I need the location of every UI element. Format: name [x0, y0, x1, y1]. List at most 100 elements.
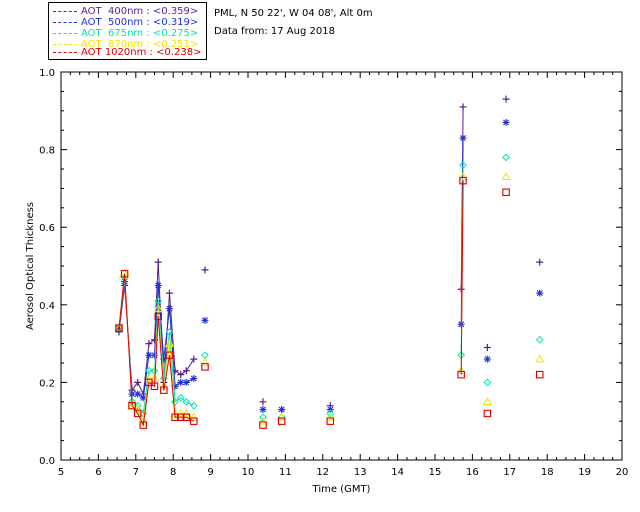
y-tick-label: 0.6 — [39, 223, 55, 234]
legend-item-1020: AOT 1020nm : <0.238> — [53, 47, 201, 58]
data-point-diamond — [483, 378, 492, 387]
data-point-square — [171, 413, 179, 422]
legend-swatch — [53, 10, 77, 12]
x-tick-label: 5 — [58, 467, 64, 478]
data-point-plus — [190, 355, 198, 363]
legend-swatch — [53, 32, 77, 34]
data-point-star — [278, 406, 286, 414]
series-line-late-4 — [460, 180, 464, 375]
data-point-square — [160, 386, 168, 394]
data-point-plus — [259, 398, 267, 406]
legend-item-675: AOT 675nm : <0.275> — [53, 28, 198, 39]
data-point-triangle — [176, 408, 186, 417]
data-point-star — [459, 134, 467, 142]
data-point-triangle — [181, 408, 191, 417]
legend: AOT 400nm : <0.359> AOT 500nm : <0.319> … — [48, 2, 207, 60]
data-point-star — [502, 118, 510, 126]
data-point-diamond — [502, 153, 510, 162]
x-axis-label: Time (GMT) — [312, 484, 371, 495]
data-point-star — [171, 382, 179, 390]
x-tick-label: 9 — [207, 467, 213, 478]
data-point-triangle — [200, 358, 210, 367]
x-tick-label: 14 — [391, 467, 404, 478]
legend-item-500: AOT 500nm : <0.319> — [53, 17, 198, 28]
data-point-star — [145, 351, 153, 359]
data-point-square — [201, 363, 209, 371]
legend-label: AOT 870nm : <0.251> — [81, 39, 199, 50]
data-point-star — [182, 378, 190, 386]
data-point-triangle — [458, 171, 468, 181]
legend-item-400: AOT 400nm : <0.359> — [53, 6, 198, 17]
data-point-square — [483, 409, 492, 418]
data-point-square — [176, 413, 185, 422]
legend-item-870: AOT 870nm : <0.251> — [53, 39, 198, 50]
x-tick-label: 19 — [578, 467, 591, 478]
data-point-diamond — [171, 397, 179, 406]
y-tick-label: 0.8 — [39, 146, 55, 157]
legend-label: AOT 675nm : <0.275> — [81, 28, 199, 39]
legend-swatch — [53, 51, 77, 53]
data-point-diamond — [165, 328, 174, 336]
x-tick-label: 6 — [95, 467, 101, 478]
date-info: Data from: 17 Aug 2018 — [214, 26, 335, 37]
data-point-plus — [154, 258, 162, 266]
data-point-plus — [165, 289, 173, 297]
data-point-star — [165, 305, 173, 313]
site-info: PML, N 50 22', W 04 08', Alt 0m — [214, 8, 373, 19]
data-point-triangle — [164, 338, 175, 347]
data-point-triangle — [258, 416, 268, 425]
data-point-star — [201, 316, 209, 324]
data-point-diamond — [182, 397, 191, 406]
data-point-square — [277, 417, 286, 425]
data-point-star — [154, 281, 162, 289]
data-point-diamond — [459, 161, 467, 170]
data-point-diamond — [189, 401, 198, 410]
data-point-plus — [145, 340, 153, 348]
data-point-triangle — [189, 412, 199, 421]
data-point-triangle — [153, 303, 163, 312]
data-point-diamond — [535, 335, 544, 344]
data-point-star — [139, 394, 147, 402]
data-point-square — [165, 351, 174, 359]
series-line-4 — [118, 273, 195, 427]
x-tick-label: 12 — [316, 467, 329, 478]
data-point-star — [259, 406, 267, 414]
data-point-plus — [502, 95, 510, 103]
data-point-triangle — [144, 373, 154, 382]
x-tick-label: 15 — [429, 467, 442, 478]
data-point-triangle — [501, 171, 511, 181]
data-point-square — [259, 421, 267, 429]
x-tick-label: 10 — [242, 467, 255, 478]
data-point-diamond — [326, 409, 335, 418]
legend-label: AOT 500nm : <0.319> — [81, 17, 199, 28]
legend-swatch — [53, 21, 77, 23]
data-point-plus — [182, 367, 190, 375]
data-point-diamond — [259, 413, 267, 422]
x-tick-label: 11 — [279, 467, 292, 478]
data-point-triangle — [482, 396, 493, 406]
data-point-star — [483, 355, 491, 363]
data-point-square — [120, 270, 129, 278]
data-point-square — [459, 176, 467, 185]
legend-label: AOT 1020nm : <0.238> — [81, 47, 202, 58]
data-point-plus — [177, 371, 185, 379]
data-point-plus — [134, 378, 142, 386]
data-point-square — [502, 188, 510, 197]
data-point-star — [536, 289, 544, 297]
data-point-square — [115, 324, 123, 332]
data-point-square — [128, 401, 136, 410]
data-point-square — [326, 417, 335, 425]
y-tick-label: 0.2 — [39, 378, 55, 389]
x-tick-label: 7 — [133, 467, 139, 478]
x-tick-label: 17 — [503, 467, 516, 478]
data-point-star — [177, 378, 185, 386]
data-point-square — [457, 370, 465, 379]
data-point-star — [151, 351, 158, 359]
data-point-square — [150, 382, 159, 391]
data-point-triangle — [276, 412, 287, 421]
data-point-plus — [536, 258, 544, 266]
legend-swatch — [53, 43, 77, 45]
data-point-square — [535, 370, 544, 379]
x-tick-label: 8 — [170, 467, 176, 478]
